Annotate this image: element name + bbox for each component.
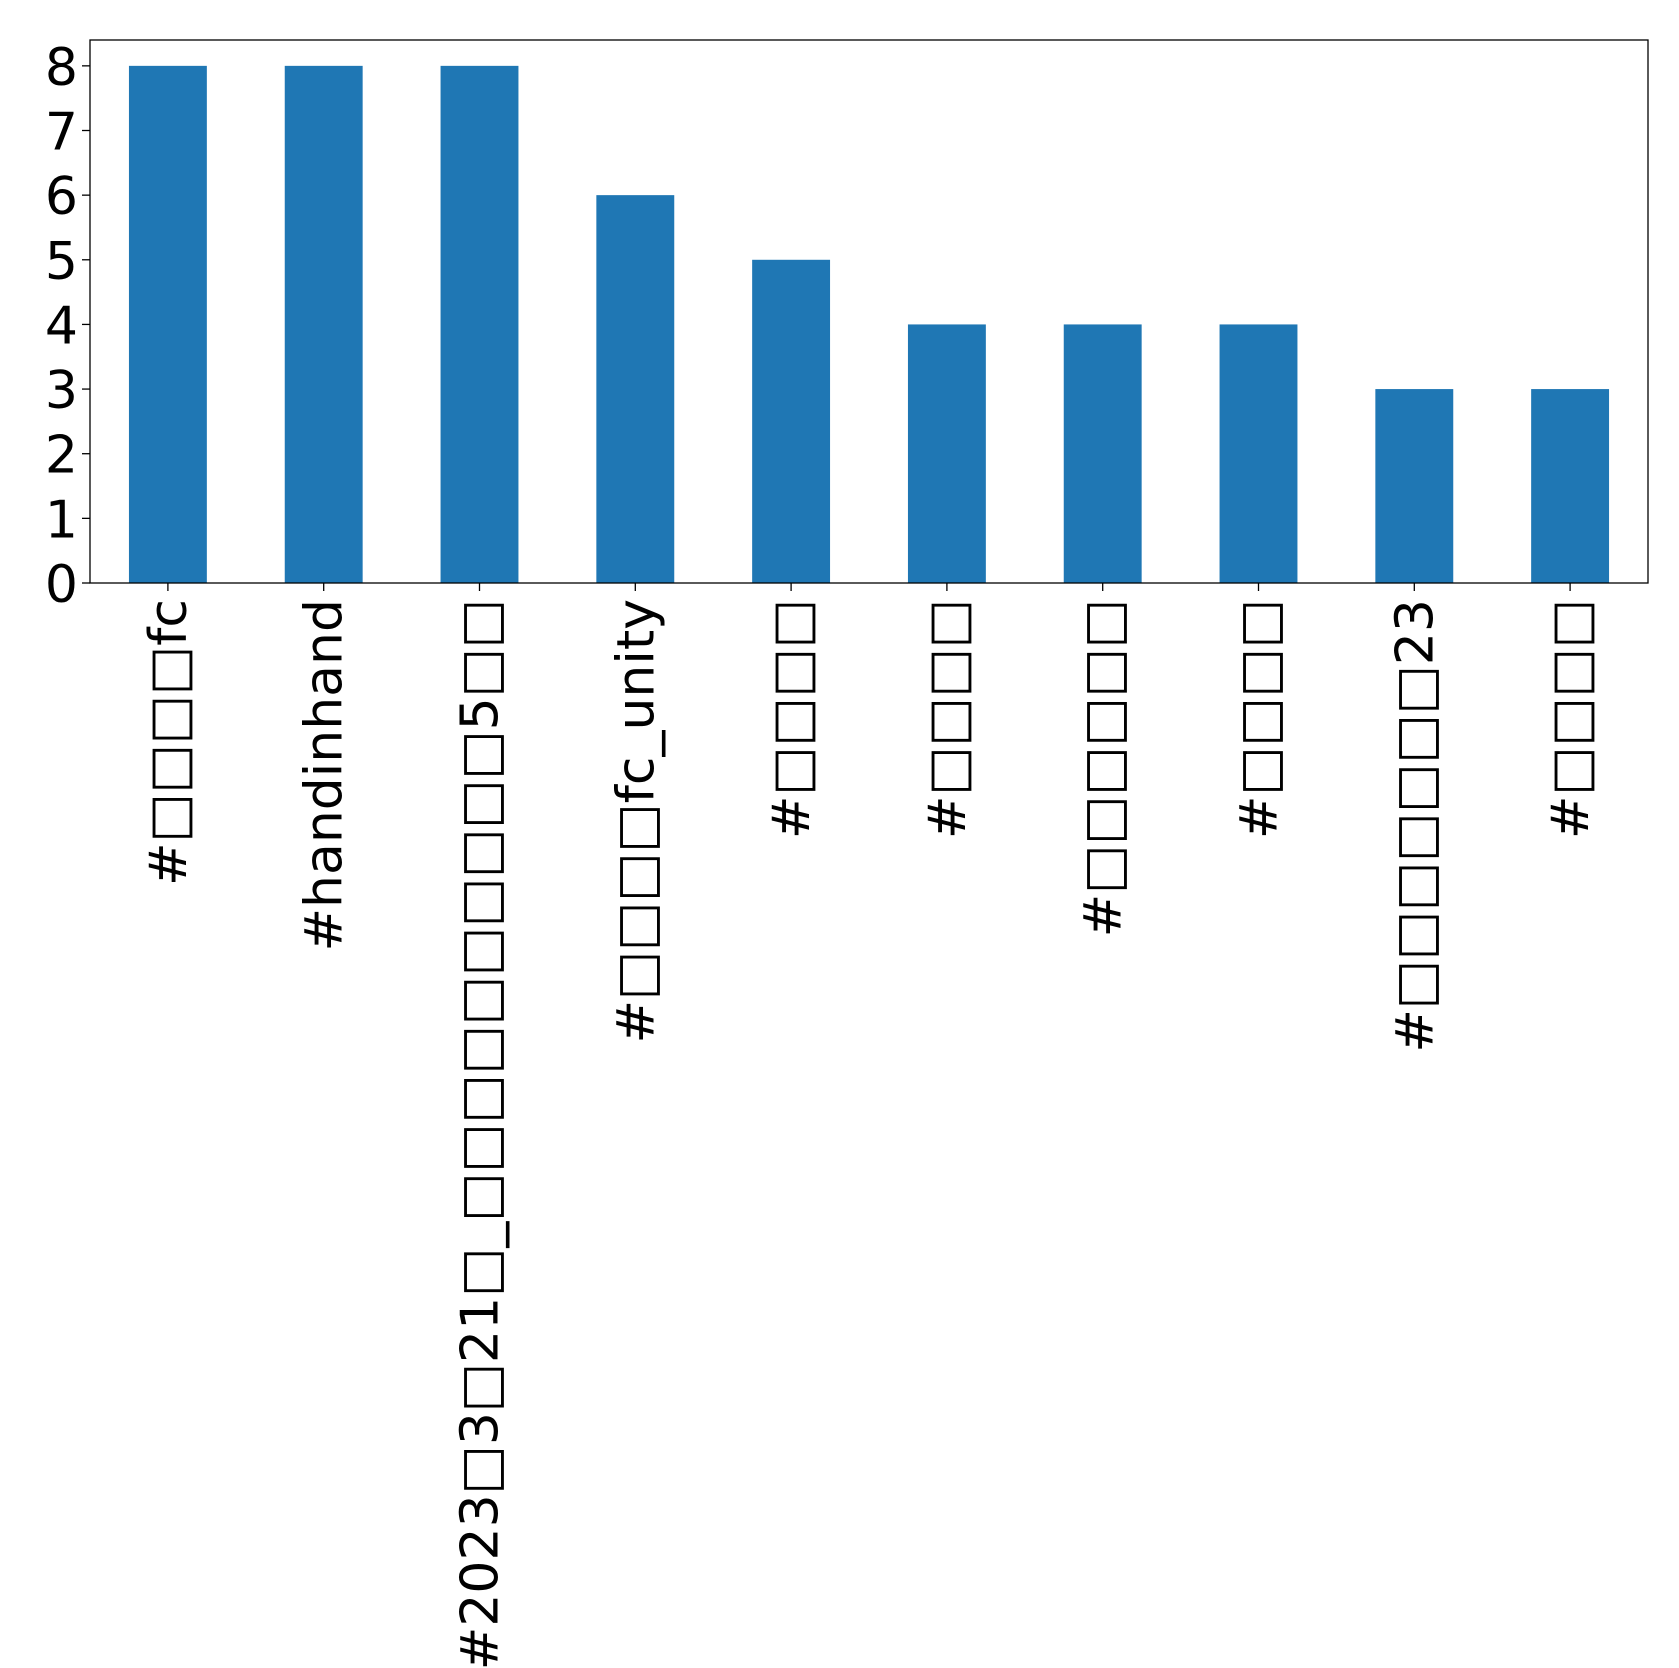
bars-group xyxy=(128,65,1610,584)
bar-3 xyxy=(596,195,675,583)
x-tick-label-2: #2023□3□21□_□□□□□□□□□□5□□ xyxy=(451,599,511,1668)
x-axis: #□□□□fc #handinhand #2023□3□21□_□□□□□□□□□□… xyxy=(139,583,1601,1668)
y-tick-label-8: 8 xyxy=(45,38,78,98)
y-tick-label-5: 5 xyxy=(45,232,78,292)
x-tick-label-9: #□□□□ xyxy=(1541,599,1601,839)
bar-6 xyxy=(1063,324,1142,583)
x-tick-label-7: #□□□□ xyxy=(1230,599,1290,839)
y-tick-label-7: 7 xyxy=(45,103,78,163)
y-tick-label-3: 3 xyxy=(45,361,78,421)
y-tick-label-4: 4 xyxy=(45,296,78,356)
plot-frame xyxy=(89,39,1649,584)
bar-9 xyxy=(1531,389,1610,583)
bar-4 xyxy=(752,259,831,583)
x-tick-label-3: #□□□□fc_unity xyxy=(606,599,666,1044)
bar-5 xyxy=(907,324,986,583)
y-tick-label-0: 0 xyxy=(45,555,78,615)
bar-0 xyxy=(128,65,207,584)
y-tick-label-2: 2 xyxy=(45,426,78,486)
y-tick-label-1: 1 xyxy=(45,490,78,550)
bar-8 xyxy=(1375,389,1454,583)
x-tick-label-5: #□□□□ xyxy=(918,599,978,839)
x-tick-label-1: #handinhand xyxy=(295,599,355,952)
bar-2 xyxy=(440,65,519,584)
x-tick-label-8: #□□□□□□□23 xyxy=(1385,599,1445,1053)
bar-7 xyxy=(1219,324,1298,583)
x-tick-label-4: #□□□□ xyxy=(762,599,822,839)
x-tick-label-6: #□□□□□□ xyxy=(1074,599,1134,937)
y-tick-label-6: 6 xyxy=(45,167,78,227)
bar-1 xyxy=(284,65,363,584)
x-tick-label-0: #□□□□fc xyxy=(139,599,199,886)
